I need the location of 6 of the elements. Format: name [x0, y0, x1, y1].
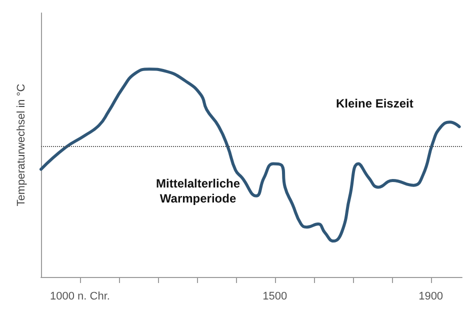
annotation: Kleine Eiszeit [336, 96, 414, 110]
y-axis-title: Temperaturwechsel in °C [16, 84, 28, 206]
x-tick-label: 1900 [418, 290, 444, 302]
annotation: Mittelalterliche Warmperiode [156, 176, 240, 206]
x-tick-label: 1500 [262, 290, 288, 302]
x-tick-label: 1000 n. Chr. [50, 290, 110, 302]
